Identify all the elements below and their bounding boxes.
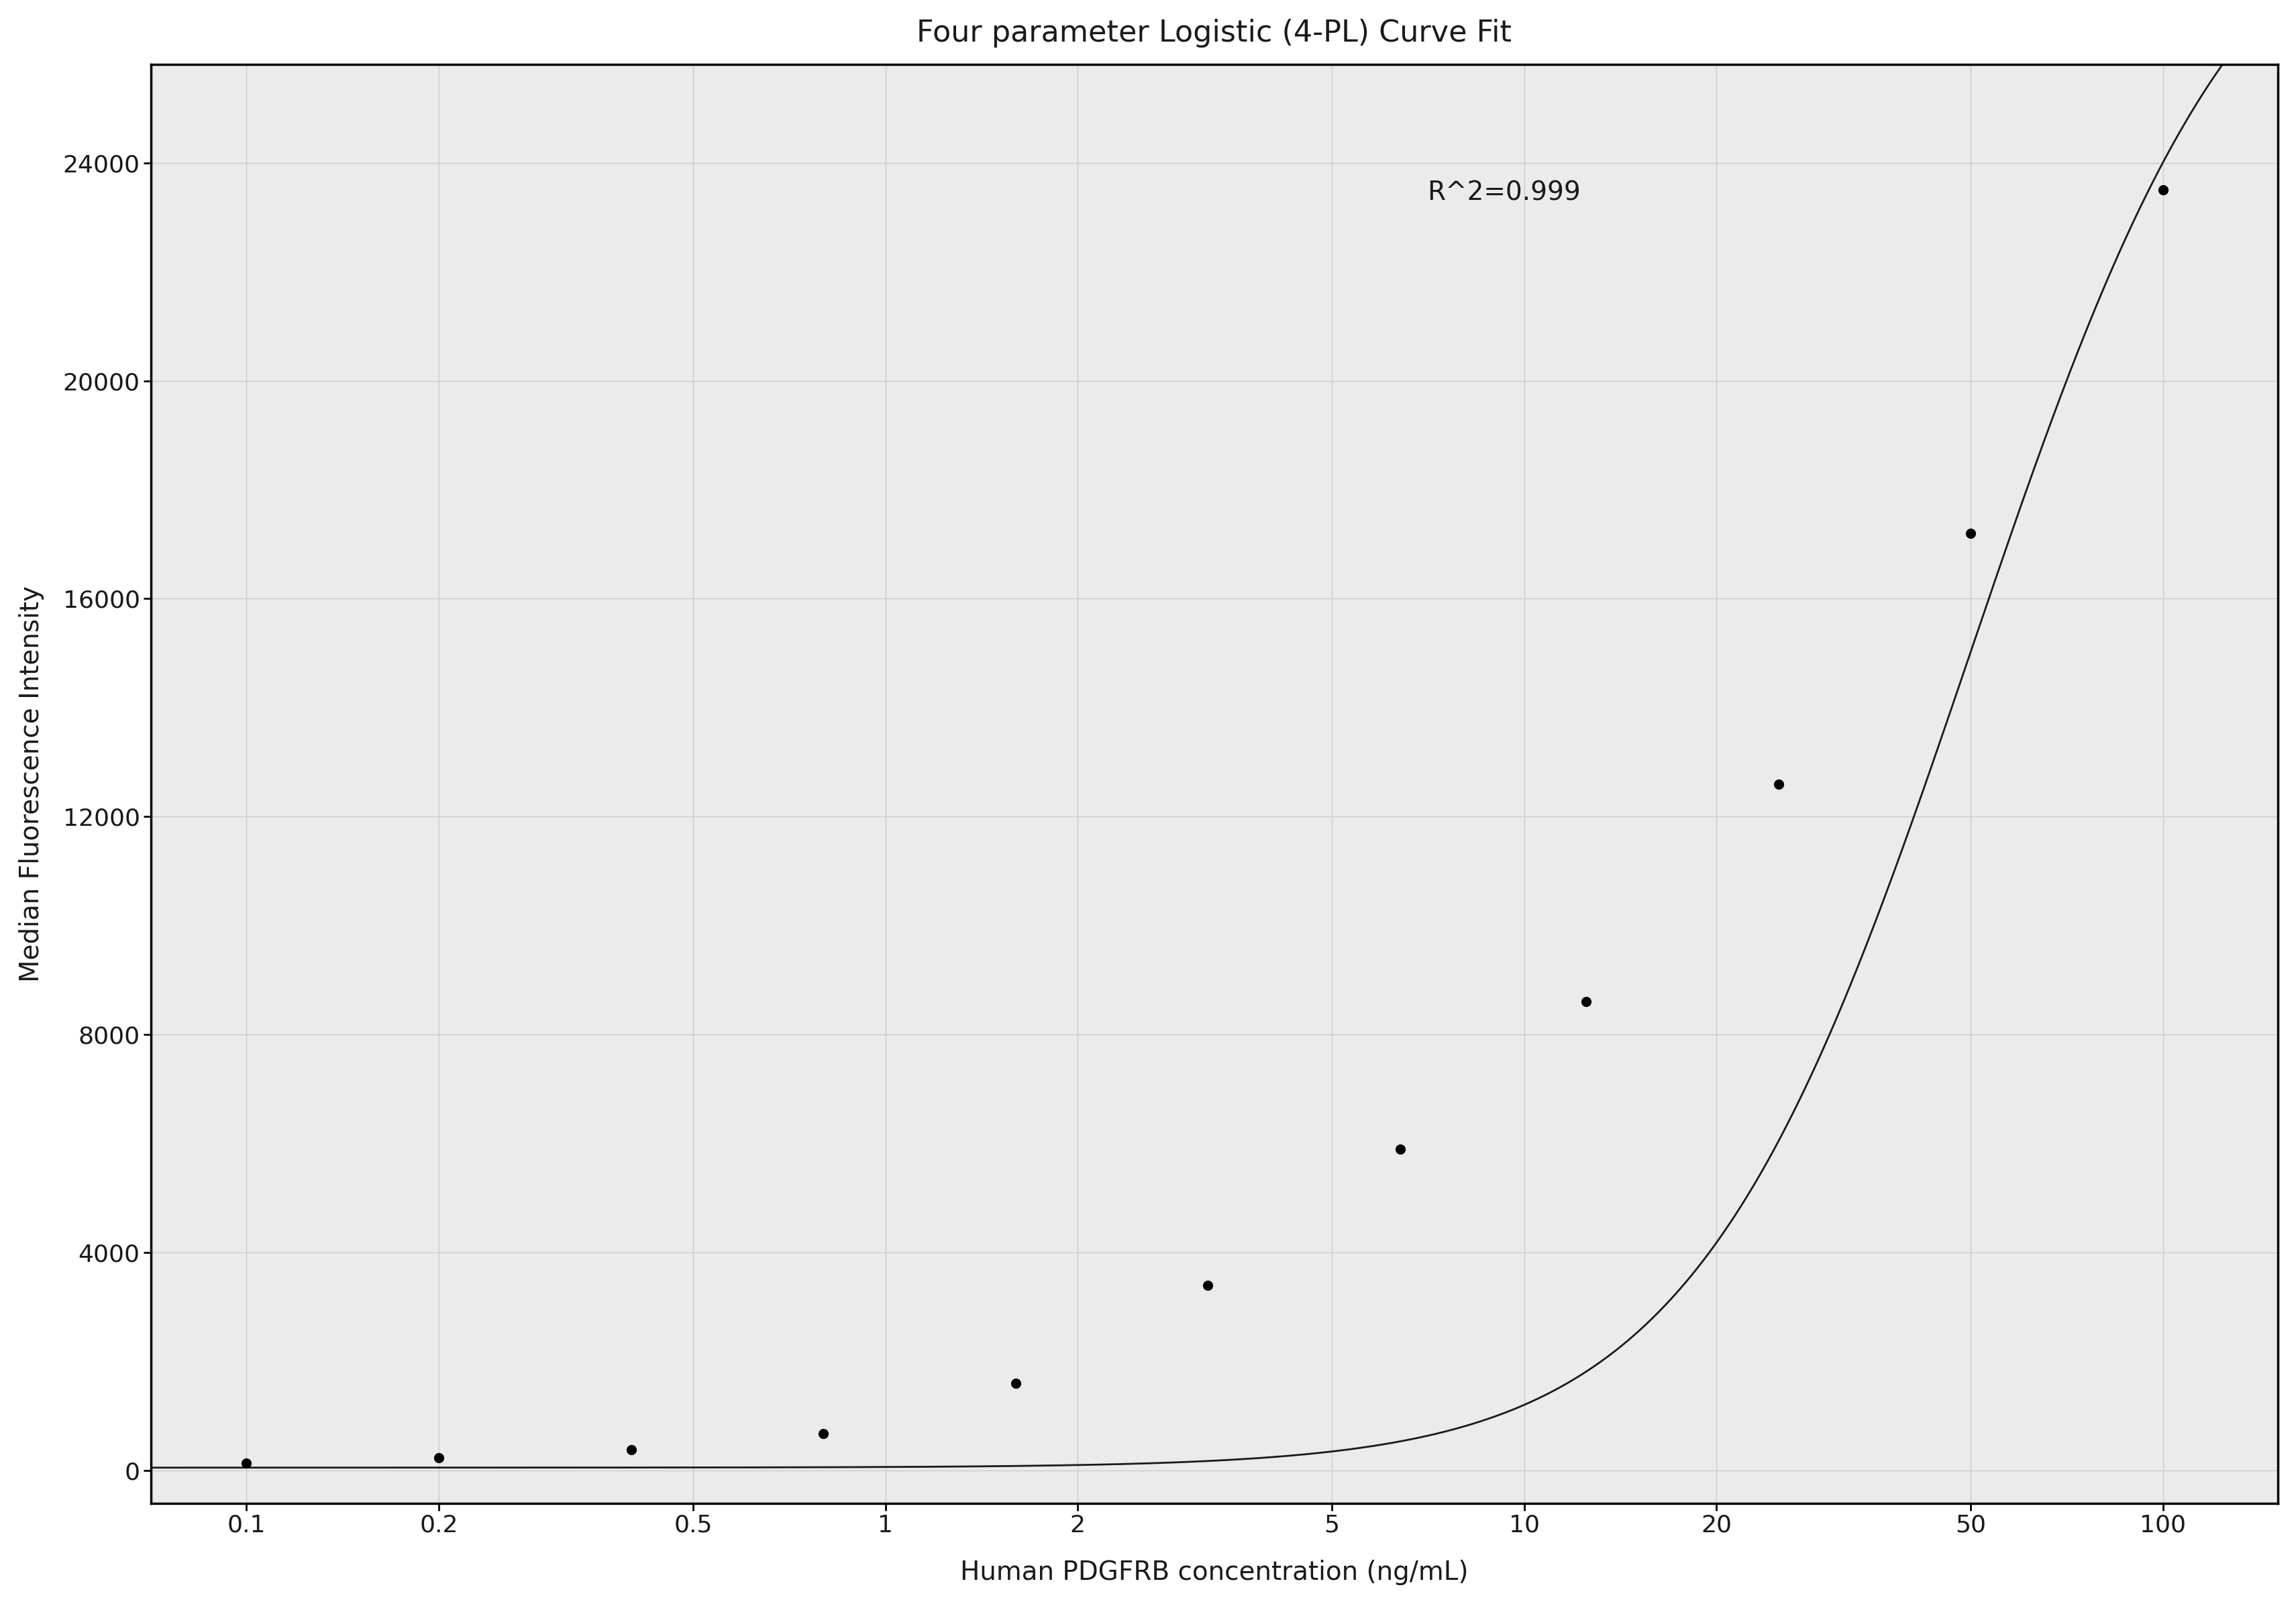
Point [1382, 1136, 1419, 1161]
Point [420, 1445, 457, 1471]
Point [996, 1370, 1033, 1395]
Text: R^2=0.999: R^2=0.999 [1426, 180, 1580, 205]
Y-axis label: Median Fluorescence Intensity: Median Fluorescence Intensity [18, 585, 44, 982]
Point [227, 1450, 264, 1476]
Point [2144, 176, 2181, 202]
Point [613, 1437, 650, 1463]
X-axis label: Human PDGFRB concentration (ng/mL): Human PDGFRB concentration (ng/mL) [960, 1559, 1467, 1585]
Point [806, 1421, 843, 1447]
Title: Four parameter Logistic (4-PL) Curve Fit: Four parameter Logistic (4-PL) Curve Fit [916, 19, 1511, 48]
Point [1952, 520, 1988, 545]
Point [1759, 772, 1795, 797]
Point [1189, 1272, 1226, 1298]
Point [1568, 990, 1605, 1015]
